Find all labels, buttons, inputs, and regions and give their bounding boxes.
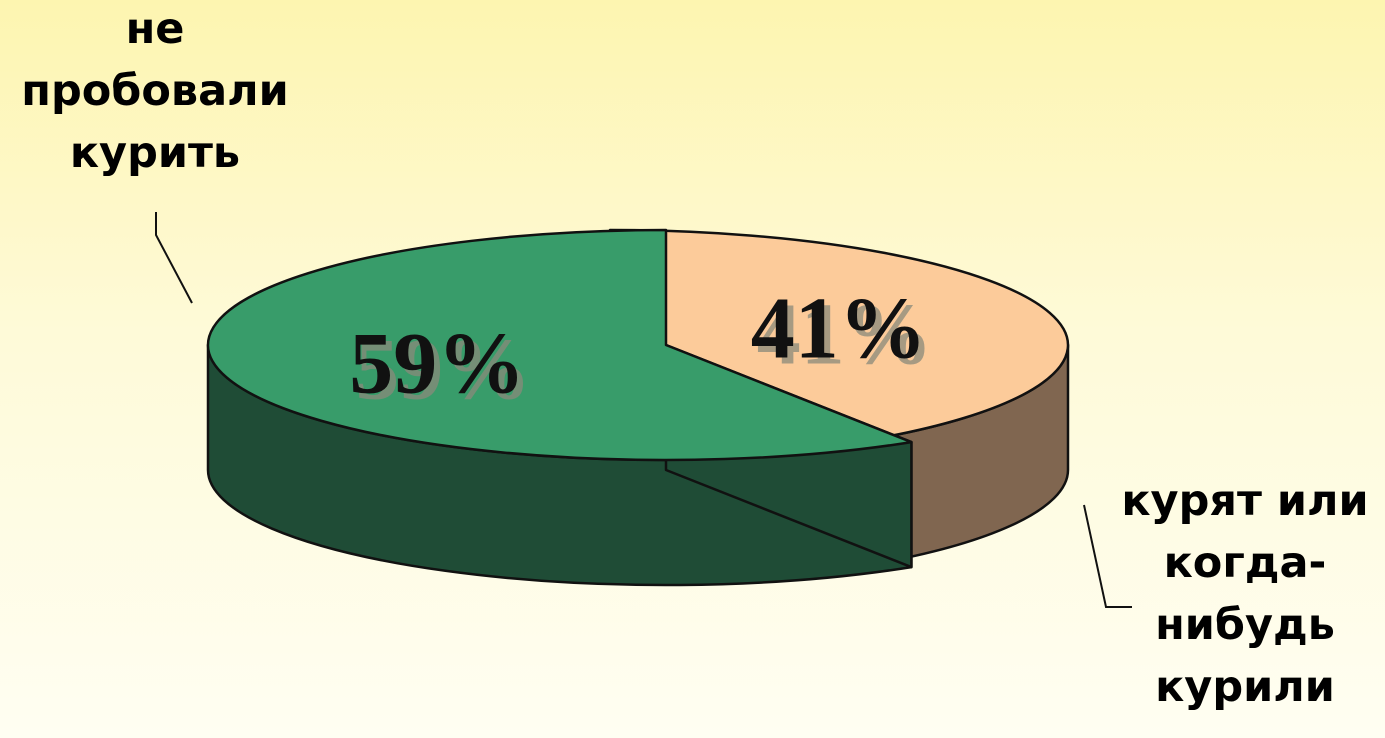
pie-value-label-1: 59% bbox=[349, 316, 525, 413]
slice-label-smoke-or-smoked: курят или когда- нибудь курили bbox=[1110, 470, 1380, 718]
pie-slice-1 bbox=[206, 228, 913, 587]
slice-label-never-tried: не пробовали курить bbox=[20, 0, 290, 184]
pie-value-label-0: 41% bbox=[751, 280, 927, 377]
slice-label-smoke-or-smoked-line-4: курили bbox=[1155, 662, 1335, 712]
slice-label-never-tried-line-3: курить bbox=[69, 128, 241, 178]
pie-value-label-shadow-1: 59% bbox=[355, 322, 531, 419]
slice-label-smoke-or-smoked-line-1: курят или bbox=[1121, 476, 1369, 526]
pie-value-label-shadow-0: 41% bbox=[757, 286, 933, 383]
leader-line-0 bbox=[155, 212, 193, 304]
slice-label-never-tried-line-2: пробовали bbox=[21, 66, 289, 116]
slice-label-smoke-or-smoked-line-3: нибудь bbox=[1155, 600, 1335, 650]
pie-slice-1-top bbox=[206, 228, 913, 462]
leader-line-1 bbox=[1083, 504, 1132, 608]
slice-label-smoke-or-smoked-line-2: когда- bbox=[1163, 538, 1327, 588]
slice-label-never-tried-line-1: не bbox=[125, 4, 185, 54]
